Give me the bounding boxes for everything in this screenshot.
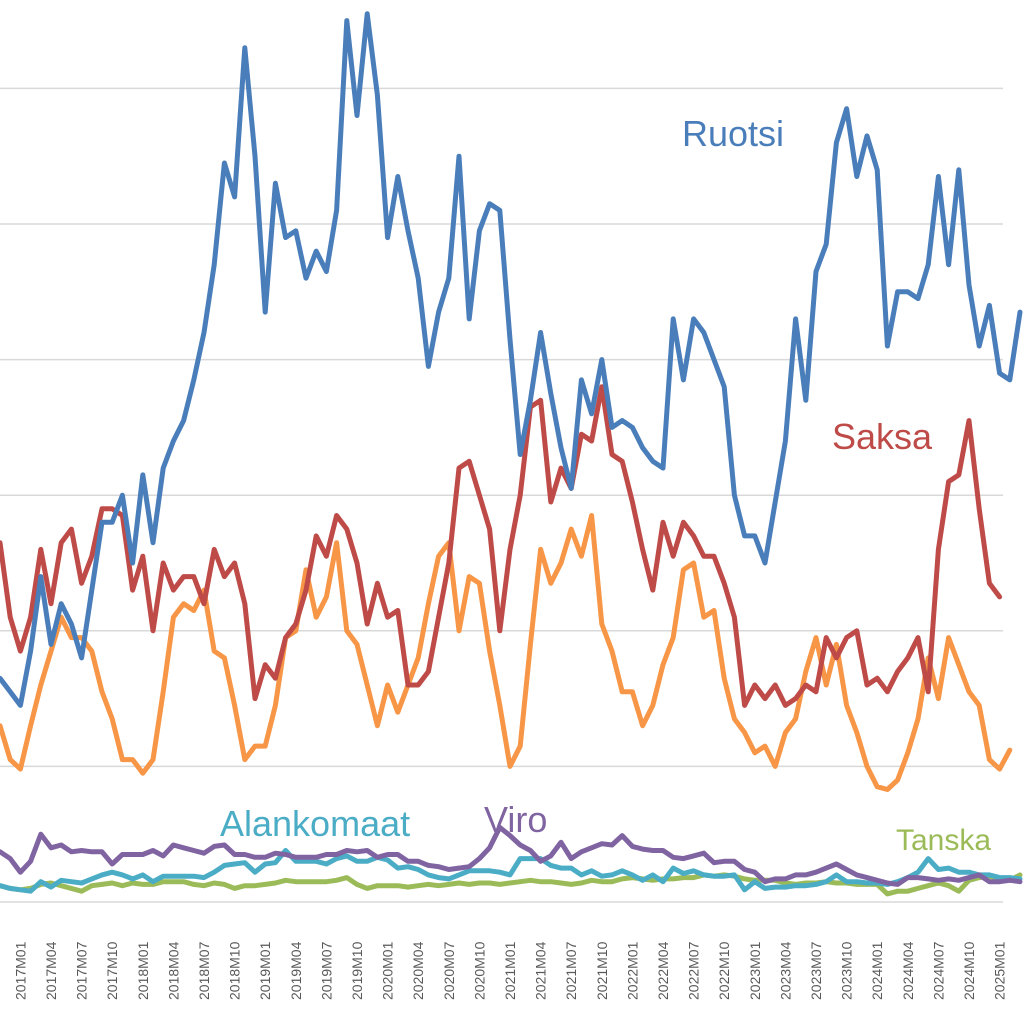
x-tick-label: 2024M07	[930, 941, 946, 1000]
x-tick-label: 2018M07	[196, 941, 212, 1000]
series-label-tanska: Tanska	[896, 824, 991, 857]
x-tick-label: 2021M10	[594, 941, 610, 1000]
x-tick-label: 2022M04	[655, 941, 671, 1000]
x-tick-label: 2023M07	[808, 941, 824, 1000]
x-tick-label: 2021M01	[502, 941, 518, 1000]
x-tick-label: 2022M01	[624, 941, 640, 1000]
x-tick-label: 2023M04	[777, 941, 793, 1000]
x-tick-label: 2022M10	[716, 941, 732, 1000]
x-tick-label: 2024M01	[869, 941, 885, 1000]
series-line-viro	[0, 824, 1023, 887]
x-axis-tick-labels: 2017M01 2017M04 2017M07 2017M10 2018M01 2018M…	[12, 941, 1007, 1000]
x-tick-label: 2020M04	[410, 941, 426, 1000]
x-tick-label: 2019M04	[288, 941, 304, 1000]
x-tick-label: 2021M07	[563, 941, 579, 1000]
x-tick-label: 2023M10	[839, 941, 855, 1000]
x-tick-label: 2021M04	[533, 941, 549, 1000]
x-tick-label: 2018M04	[165, 941, 181, 1000]
x-tick-label: 2018M01	[135, 941, 151, 1000]
series-label-saksa: Saksa	[832, 416, 933, 457]
x-tick-label: 2020M07	[441, 941, 457, 1000]
x-tick-label: 2020M01	[380, 941, 396, 1000]
x-tick-label: 2024M04	[900, 941, 916, 1000]
series-lines	[0, 11, 1023, 897]
series-line-alankomaat	[0, 848, 1023, 894]
x-tick-label: 2020M10	[471, 941, 487, 1000]
x-tick-label: 2024M10	[961, 941, 977, 1000]
x-tick-label: 2019M07	[318, 941, 334, 1000]
series-line-saksa	[0, 384, 1003, 708]
x-tick-label: 2017M01	[12, 941, 28, 1000]
series-labels: Ruotsi Saksa Alankomaat Viro Tanska	[220, 113, 991, 857]
x-tick-label: 2025M01	[992, 941, 1008, 1000]
x-tick-label: 2017M10	[104, 941, 120, 1000]
x-tick-label: 2017M04	[43, 941, 59, 1000]
x-tick-label: 2022M07	[686, 941, 702, 1000]
series-label-alankomaat: Alankomaat	[220, 803, 410, 844]
series-line-unlabeled	[0, 513, 1013, 792]
x-tick-label: 2018M10	[227, 941, 243, 1000]
x-tick-label: 2019M01	[257, 941, 273, 1000]
series-label-viro: Viro	[484, 799, 547, 840]
x-tick-label: 2017M07	[74, 941, 90, 1000]
series-line-ruotsi	[0, 11, 1023, 708]
x-tick-label: 2023M01	[747, 941, 763, 1000]
series-label-ruotsi: Ruotsi	[682, 113, 784, 154]
x-tick-label: 2019M10	[349, 941, 365, 1000]
